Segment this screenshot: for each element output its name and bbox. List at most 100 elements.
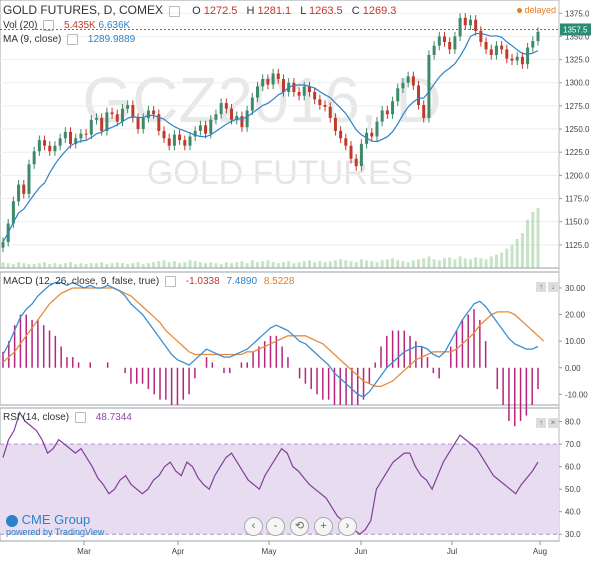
volume-bar [183,262,187,268]
price-header: GOLD FUTURES, D, COMEX O 1272.5 H 1281.1… [3,3,396,17]
volume-bar [120,263,124,268]
volume-bar [531,211,535,268]
x-tick-label: May [261,547,276,556]
volume-bar [126,264,130,268]
volume-bar [131,263,135,268]
volume-bar [136,262,140,268]
candle-body [63,131,67,139]
volume-bar [214,263,218,268]
volume-bar [359,259,363,268]
ma-settings-icon[interactable] [67,34,79,45]
candle-body [505,49,509,59]
rsi-settings-icon[interactable] [74,412,86,423]
volume-bar [484,259,488,268]
price-tick-label: 1375.0 [565,9,590,18]
delayed-label: delayed [524,5,557,15]
candle-body [89,119,93,135]
symbol-title[interactable]: GOLD FUTURES, D, COMEX [3,3,164,17]
cme-branding[interactable]: CME Group powered by TradingView [6,512,104,537]
volume-bar [354,262,358,268]
volume-bar [515,238,519,268]
candle-body [328,106,332,118]
candle-body [43,140,47,146]
volume-bar [79,263,83,268]
rsi-move-up-button[interactable]: ↑ [536,418,546,428]
volume-bar [235,262,239,268]
zoom-out-button[interactable]: - [266,517,285,536]
ma-label[interactable]: MA (9, close) [3,34,62,46]
candle-body [463,17,467,26]
volume-bar [276,263,280,268]
settings-icon[interactable] [169,5,181,17]
macd-hist-value: -1.0338 [185,276,220,288]
zoom-in-button[interactable]: + [314,517,333,536]
price-tick-label: 1125.0 [565,241,589,250]
candle-body [479,30,483,42]
candle-body [323,104,327,107]
volume-bar [100,262,104,268]
candle-body [115,114,119,122]
volume-bar [489,256,493,268]
macd-settings-icon[interactable] [164,276,176,287]
volume-bar [110,263,114,268]
candle-body [48,145,52,152]
candle-body [126,104,130,109]
volume-bar [432,259,436,268]
macd-signal-line [2,287,545,388]
volume-bar [526,219,530,268]
volume-bar [411,260,415,268]
candle-body [1,242,5,248]
volume-bar [479,258,483,268]
volume-bar [297,262,301,268]
candle-body [193,130,197,137]
candle-body [354,158,358,167]
scroll-left-button[interactable]: ‹ [244,517,263,536]
volume-bar [146,263,150,268]
volume-bar [287,261,291,268]
macd-move-down-button[interactable]: ↓ [548,282,558,292]
macd-move-up-button[interactable]: ↑ [536,282,546,292]
volume-bar [32,264,36,268]
macd-label[interactable]: MACD (12, 26, close, 9, false, true) [3,276,160,288]
candle-body [224,103,228,109]
scroll-right-button[interactable]: › [338,517,357,536]
candle-body [411,76,415,86]
volume-bar [380,260,384,268]
volume-bar [43,262,47,268]
x-tick-label: Apr [172,547,185,556]
rsi-close-button[interactable]: × [548,418,558,428]
rsi-pane-controls: ↑ × [534,412,558,430]
candle-body [266,79,270,85]
volume-bar [318,261,322,268]
macd-tick-label: 20.00 [565,311,586,320]
ohlc-c-label: C [351,5,360,17]
reset-zoom-button[interactable]: ⟲ [290,517,309,536]
brand-name: CME Group [21,512,91,527]
volume-bar [1,262,5,268]
volume-label[interactable]: Vol (20) [3,20,38,32]
cme-logo-icon [6,514,18,527]
candle-body [209,119,213,134]
macd-line-value: 7.4890 [226,276,258,288]
candle-body [307,86,311,92]
candle-body [427,54,431,118]
price-tick-label: 1200.0 [565,171,590,180]
price-tick-label: 1300.0 [565,79,590,88]
x-tick-label: Jun [355,547,368,556]
volume-bar [69,262,73,268]
volume-bar [162,260,166,268]
rsi-tick-label: 70.0 [565,440,581,449]
volume-bar [167,262,171,268]
candle-body [500,45,504,50]
volume-bar [256,262,260,268]
ohlc-h-label: H [246,5,255,17]
volume-settings-icon[interactable] [43,20,55,31]
rsi-tick-label: 80.0 [565,418,581,427]
candle-body [110,112,114,115]
ohlc-l-label: L [300,5,306,17]
rsi-label[interactable]: RSI (14, close) [3,412,70,424]
candle-body [474,19,478,31]
candle-body [11,201,15,224]
volume-bar [375,262,379,268]
